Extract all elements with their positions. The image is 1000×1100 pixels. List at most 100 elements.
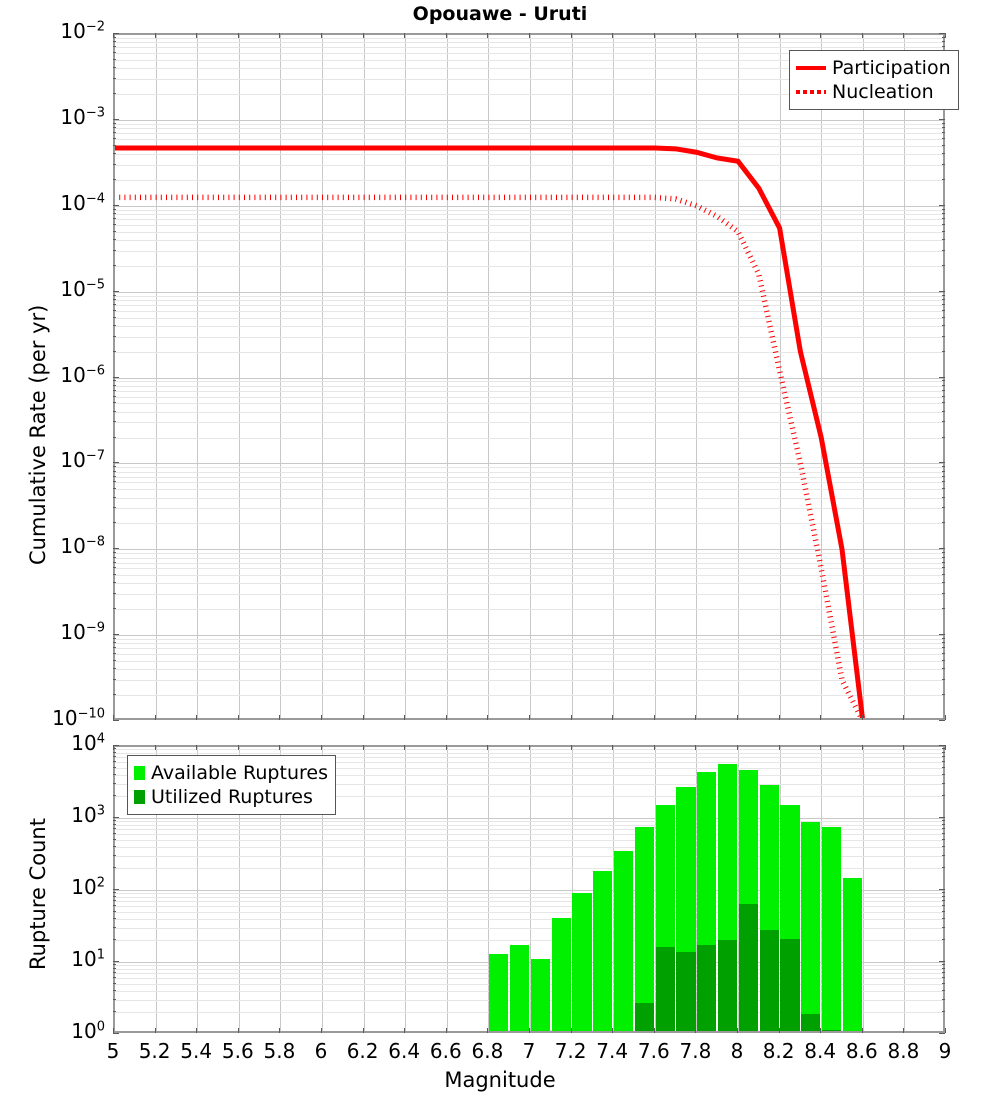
- vertical-gridline: [322, 34, 323, 719]
- bar-utilized-ruptures: [718, 940, 738, 1032]
- y-tickmark: [942, 653, 945, 655]
- horizontal-gridline-minor: [114, 911, 944, 913]
- horizontal-gridline-minor: [114, 897, 944, 898]
- legend-item-nucleation[interactable]: Nucleation: [796, 80, 951, 104]
- x-tickmark: [903, 33, 905, 38]
- available-ruptures-swatch-icon: [134, 766, 145, 780]
- x-axis-label-magnitude: Magnitude: [444, 1068, 556, 1092]
- x-tickmark: [362, 715, 364, 720]
- horizontal-gridline-minor: [114, 643, 944, 645]
- x-tick-label: 8.2: [762, 1039, 795, 1063]
- horizontal-gridline-minor: [114, 839, 944, 841]
- y-tickmark: [113, 917, 116, 919]
- y-tickmark: [942, 833, 945, 834]
- y-tickmark: [113, 481, 116, 483]
- horizontal-gridline-minor: [114, 411, 944, 413]
- horizontal-gridline-minor: [114, 209, 944, 211]
- y-tickmark: [113, 376, 119, 378]
- horizontal-gridline-minor: [114, 385, 944, 387]
- x-tickmark: [903, 745, 905, 750]
- y-tickmark: [113, 46, 116, 48]
- y-tickmark: [113, 982, 116, 984]
- y-tickmark: [942, 756, 945, 758]
- y-tickmark: [939, 720, 945, 721]
- y-tickmark: [942, 303, 945, 305]
- horizontal-gridline-minor: [114, 918, 944, 920]
- y-tickmark: [942, 561, 945, 563]
- y-tickmark: [113, 574, 116, 576]
- y-tick-label: 10−2: [60, 19, 105, 43]
- y-tickmark: [113, 668, 116, 670]
- y-tickmark: [113, 316, 116, 318]
- y-tickmark: [113, 653, 116, 655]
- horizontal-gridline-major: [114, 463, 944, 465]
- y-tickmark: [113, 389, 116, 391]
- horizontal-gridline-minor: [114, 654, 944, 656]
- horizontal-gridline-minor: [114, 906, 944, 907]
- x-tickmark: [945, 745, 946, 750]
- y-tickmark: [113, 309, 116, 311]
- x-tick-label: 6.8: [471, 1039, 504, 1063]
- y-tickmark: [113, 93, 116, 94]
- horizontal-gridline-minor: [114, 265, 944, 267]
- horizontal-gridline-minor: [114, 609, 944, 611]
- y-tickmark: [113, 745, 119, 746]
- x-tickmark: [487, 1028, 489, 1033]
- y-tickmark: [939, 548, 945, 550]
- cumulative-rate-plot-area: [114, 34, 944, 719]
- y-tick-label: 10−7: [60, 448, 105, 473]
- x-tickmark: [653, 745, 655, 750]
- horizontal-gridline-major: [114, 818, 944, 819]
- y-tickmark: [113, 720, 119, 721]
- vertical-gridline: [405, 34, 407, 719]
- bar-available-ruptures: [842, 878, 862, 1032]
- vertical-gridline: [322, 746, 323, 1032]
- y-tickmark: [113, 838, 116, 840]
- y-tickmark: [113, 828, 116, 830]
- bar-utilized-ruptures: [634, 1002, 654, 1032]
- vertical-gridline: [862, 746, 864, 1032]
- x-tickmark: [404, 33, 406, 38]
- horizontal-gridline-minor: [114, 37, 944, 39]
- legend-label-participation: Participation: [832, 57, 951, 79]
- y-tickmark: [113, 290, 119, 292]
- x-tickmark: [737, 33, 738, 38]
- rupture-count-panel: [113, 745, 945, 1033]
- horizontal-gridline-minor: [114, 471, 944, 473]
- y-tickmark: [942, 1011, 945, 1013]
- legend-item-available-ruptures[interactable]: Available Ruptures: [134, 761, 328, 785]
- legend-item-participation[interactable]: Participation: [796, 56, 951, 80]
- y-tick-label: 10−8: [60, 534, 105, 559]
- y-tickmark: [942, 36, 945, 38]
- vertical-gridline: [280, 746, 282, 1032]
- y-tickmark: [942, 127, 945, 129]
- horizontal-gridline-minor: [114, 680, 944, 681]
- x-tick-label: 5.2: [138, 1039, 171, 1063]
- y-tickmark: [939, 889, 945, 890]
- horizontal-gridline-minor: [114, 821, 944, 823]
- horizontal-gridline-minor: [114, 381, 944, 383]
- x-tickmark: [362, 745, 364, 750]
- horizontal-gridline-minor: [114, 179, 944, 181]
- y-tickmark: [113, 384, 116, 386]
- y-tickmark: [942, 782, 945, 784]
- y-tickmark: [113, 989, 116, 991]
- y-tickmark: [113, 972, 116, 974]
- y-tickmark: [113, 395, 116, 397]
- x-tickmark: [445, 745, 447, 750]
- x-tickmark: [196, 745, 198, 750]
- y-tickmark: [942, 402, 945, 404]
- bar-utilized-ruptures: [676, 951, 696, 1032]
- y-tickmark: [113, 153, 116, 154]
- x-tick-label: 7.8: [679, 1039, 712, 1063]
- y-tickmark: [113, 213, 116, 215]
- y-tickmark: [113, 67, 116, 69]
- horizontal-gridline-minor: [114, 523, 944, 525]
- y-tickmark: [113, 968, 116, 969]
- x-tickmark: [113, 33, 114, 38]
- x-tickmark: [113, 1028, 114, 1033]
- horizontal-gridline-minor: [114, 489, 944, 491]
- y-tickmark: [942, 238, 945, 240]
- legend-item-utilized-ruptures[interactable]: Utilized Ruptures: [134, 785, 328, 809]
- y-tickmark: [113, 132, 116, 134]
